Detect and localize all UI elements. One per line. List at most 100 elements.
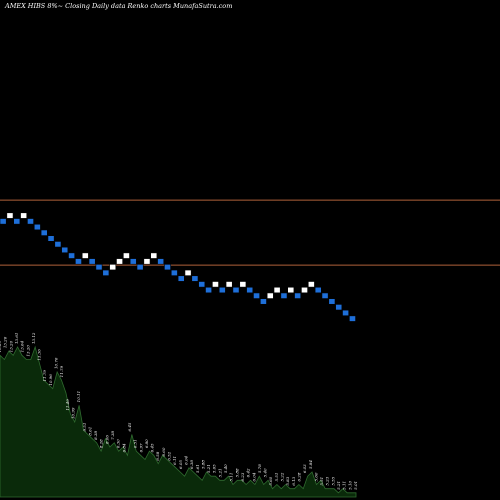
price-label: 10.96 — [48, 374, 53, 386]
down-brick — [314, 286, 322, 294]
up-brick — [143, 258, 151, 265]
price-label: 6.38 — [189, 460, 194, 469]
down-brick — [136, 264, 144, 271]
price-label: 6.30 — [116, 439, 121, 448]
price-label: 5.11 — [342, 481, 347, 490]
up-brick — [212, 281, 219, 288]
price-label: 6.45 — [150, 443, 155, 452]
price-label: 10.11 — [76, 391, 81, 402]
down-brick — [47, 235, 55, 242]
price-label: 6.23 — [240, 472, 245, 481]
price-label: 8.61 — [87, 427, 92, 436]
price-label: 5.61 — [195, 464, 200, 473]
price-label: 5.83 — [285, 476, 290, 485]
price-label: 6.13 — [291, 476, 296, 485]
up-brick — [239, 281, 247, 288]
down-brick — [191, 275, 199, 282]
down-brick — [75, 258, 82, 265]
down-brick — [13, 218, 21, 225]
renko-bricks — [0, 212, 356, 322]
price-label: 6.03 — [302, 464, 307, 473]
up-brick — [184, 269, 192, 276]
down-brick — [68, 252, 75, 259]
down-brick — [129, 258, 137, 265]
down-brick — [246, 286, 254, 294]
price-label: 8.28 — [99, 439, 104, 448]
price-label: 11.79 — [59, 365, 64, 377]
up-brick — [225, 281, 233, 288]
price-label: 6.11 — [172, 456, 177, 465]
volume-area — [0, 345, 357, 498]
down-brick — [40, 229, 48, 236]
price-label: 5.60 — [313, 472, 318, 481]
up-brick — [123, 252, 130, 259]
down-brick — [205, 286, 212, 294]
chart-title: AMEX HIBS 8%~ Closing Daily data Renko c… — [5, 2, 233, 10]
down-brick — [232, 286, 240, 294]
up-brick — [150, 252, 158, 259]
price-label: 10.99 — [70, 407, 75, 419]
price-label: 5.84 — [308, 460, 313, 469]
price-label: 5.21 — [336, 481, 341, 490]
price-label: 8.38 — [93, 430, 98, 439]
price-label: 6.04 — [183, 455, 188, 464]
price-label: 5.51 — [274, 473, 279, 482]
price-label: 6.97 — [138, 443, 143, 452]
down-brick — [259, 298, 267, 305]
price-label: 13.12 — [31, 332, 36, 344]
price-label: 5.10 — [347, 480, 352, 489]
price-label: 6.04 — [251, 472, 256, 481]
price-label: 5.88 — [234, 468, 239, 477]
down-brick — [321, 292, 329, 299]
down-brick — [157, 258, 165, 265]
price-label: 6.60 — [161, 447, 166, 456]
price-label: 6.28 — [296, 472, 301, 481]
price-label: 5.11 — [229, 473, 234, 482]
down-brick — [342, 309, 349, 317]
price-label: 6.80 — [144, 439, 149, 448]
down-brick — [294, 292, 302, 299]
down-brick — [328, 298, 336, 305]
down-brick — [33, 223, 41, 231]
down-brick — [27, 218, 34, 225]
up-brick — [287, 286, 295, 294]
up-brick — [6, 212, 14, 219]
price-label: 11.49 — [65, 399, 70, 411]
down-brick — [0, 218, 7, 225]
down-brick — [164, 264, 171, 271]
down-brick — [335, 304, 343, 311]
down-brick — [253, 292, 260, 299]
price-label: 5.40 — [223, 464, 228, 473]
price-label: 5.65 — [212, 464, 217, 473]
price-label: 5.21 — [217, 468, 222, 477]
up-brick — [116, 258, 123, 265]
up-brick — [301, 286, 308, 294]
down-brick — [95, 264, 103, 271]
price-label: 6.51 — [133, 439, 138, 448]
price-label: 6.52 — [167, 451, 172, 460]
down-brick — [54, 241, 62, 248]
up-brick — [266, 292, 274, 299]
down-brick — [88, 258, 96, 265]
price-label: 9.51 — [82, 423, 87, 432]
price-label: 5.78 — [257, 464, 262, 473]
down-brick — [61, 246, 69, 254]
price-label: 6.45 — [127, 422, 132, 431]
down-brick — [102, 269, 110, 276]
reference-lines — [0, 199, 500, 266]
price-label: 7.38 — [110, 430, 115, 439]
price-label: 5.23 — [325, 476, 330, 485]
up-brick — [81, 252, 89, 259]
price-label: 5.55 — [330, 476, 335, 485]
price-label: 13.29 — [0, 340, 2, 352]
up-brick — [307, 281, 315, 288]
price-label: 5.88 — [200, 460, 205, 469]
up-brick — [273, 286, 281, 294]
down-brick — [349, 315, 356, 322]
down-brick — [170, 269, 178, 276]
price-label: 5.21 — [206, 464, 211, 473]
price-label: 6.42 — [246, 468, 251, 477]
